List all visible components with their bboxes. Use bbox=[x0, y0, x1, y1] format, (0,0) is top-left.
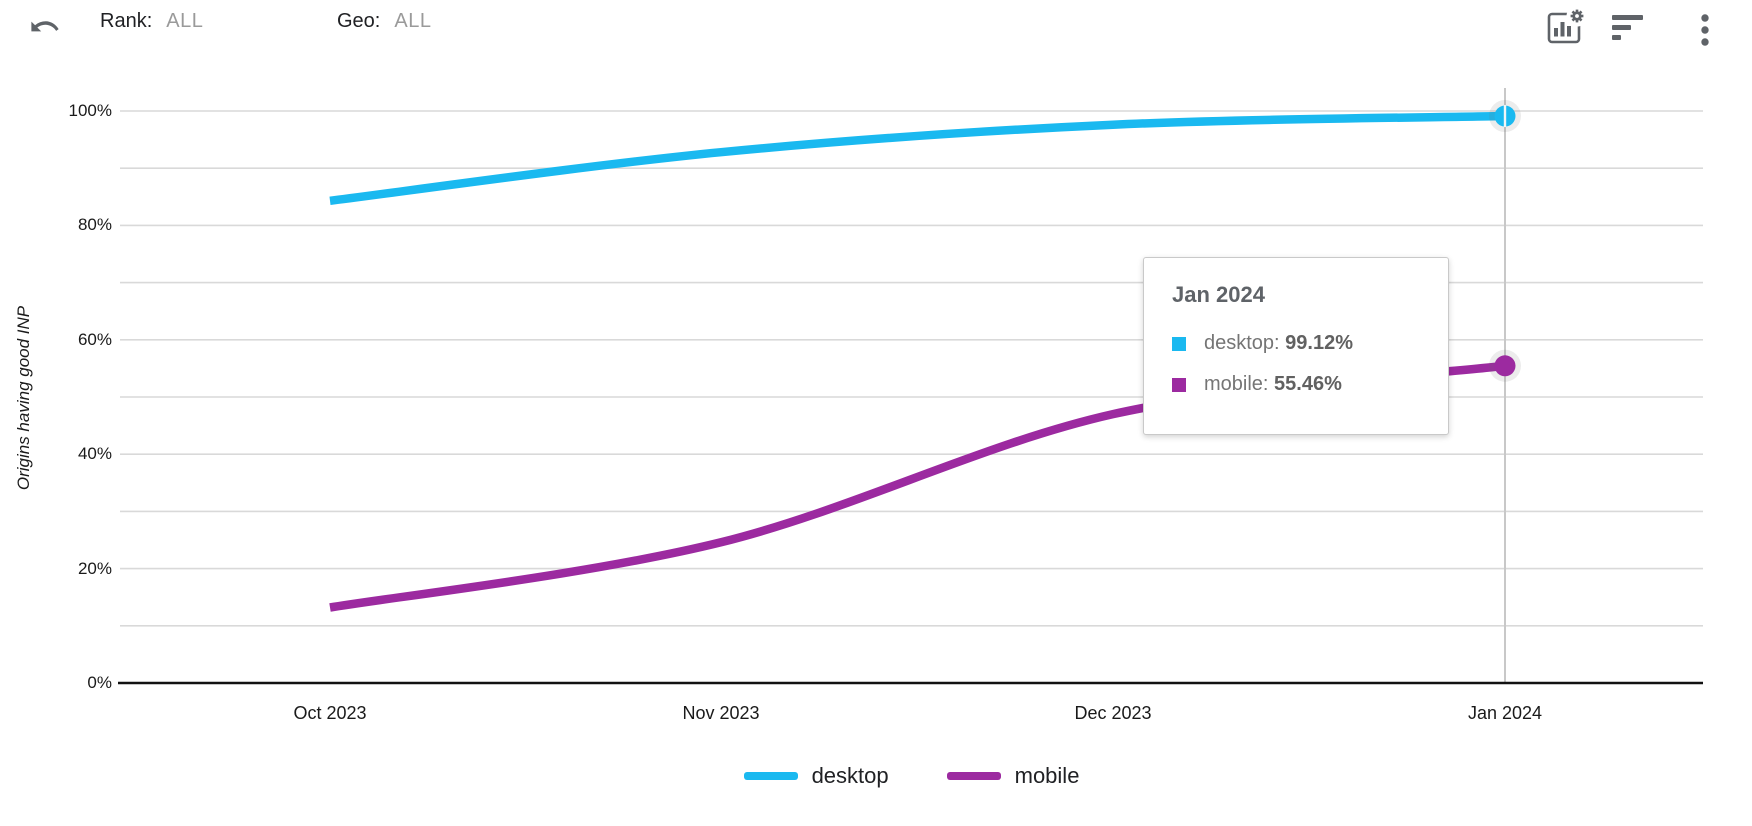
y-tick-label: 40% bbox=[77, 444, 112, 464]
tooltip-row-text: desktop: 99.12% bbox=[1204, 332, 1354, 354]
point-marker-mobile bbox=[1494, 355, 1516, 377]
filter-button[interactable] bbox=[1610, 12, 1646, 46]
y-tick-label: 100% bbox=[68, 101, 112, 120]
tooltip-title: Jan 2024 bbox=[1172, 282, 1265, 307]
y-tick-label: 20% bbox=[77, 558, 112, 578]
rank-filter-label: Rank: bbox=[100, 10, 153, 32]
geo-filter[interactable]: Geo: ALL bbox=[337, 10, 431, 33]
rank-filter-value: ALL bbox=[166, 10, 204, 32]
tooltip-row: mobile: 55.46% bbox=[1172, 373, 1424, 396]
series-line-desktop bbox=[329, 111, 1506, 206]
toolbar: Rank: ALL Geo: ALL bbox=[0, 0, 1752, 56]
undo-icon bbox=[31, 21, 59, 32]
chart-legend: desktop mobile bbox=[120, 763, 1703, 789]
more-vertical-icon bbox=[1701, 14, 1709, 46]
filter-icon bbox=[1612, 15, 1643, 40]
y-axis-title: Origins having good INP bbox=[14, 305, 33, 491]
x-tick-label: Nov 2023 bbox=[682, 703, 760, 723]
more-menu-button[interactable] bbox=[1697, 13, 1713, 47]
geo-filter-value: ALL bbox=[394, 10, 432, 32]
undo-button[interactable] bbox=[26, 8, 64, 46]
x-tick-label: Dec 2023 bbox=[1074, 703, 1152, 723]
legend-item-mobile[interactable]: mobile bbox=[946, 763, 1080, 789]
legend-label: mobile bbox=[1014, 763, 1080, 788]
y-tick-label: 80% bbox=[77, 215, 112, 235]
tooltip-swatch-mobile bbox=[1172, 377, 1186, 392]
legend-swatch-desktop bbox=[743, 772, 798, 780]
y-tick-label: 0% bbox=[87, 673, 112, 692]
x-tick-label: Jan 2024 bbox=[1467, 703, 1543, 723]
chart-options-button[interactable] bbox=[1544, 5, 1588, 48]
gear-icon bbox=[1570, 9, 1584, 23]
legend-label: desktop bbox=[811, 763, 889, 788]
tooltip-row: desktop: 99.12% bbox=[1172, 332, 1424, 355]
chart-tooltip: Jan 2024 desktop: 99.12% mobile: 55.46% bbox=[1143, 257, 1449, 435]
legend-swatch-mobile bbox=[946, 772, 1001, 780]
y-tick-label: 60% bbox=[77, 329, 112, 349]
tooltip-row-text: mobile: 55.46% bbox=[1204, 373, 1342, 395]
x-tick-label: Oct 2023 bbox=[293, 703, 367, 723]
rank-filter[interactable]: Rank: ALL bbox=[100, 10, 203, 33]
chart-options-icon bbox=[1547, 5, 1588, 44]
legend-item-desktop[interactable]: desktop bbox=[743, 763, 889, 789]
tooltip-swatch-desktop bbox=[1172, 336, 1186, 351]
geo-filter-label: Geo: bbox=[337, 10, 381, 32]
